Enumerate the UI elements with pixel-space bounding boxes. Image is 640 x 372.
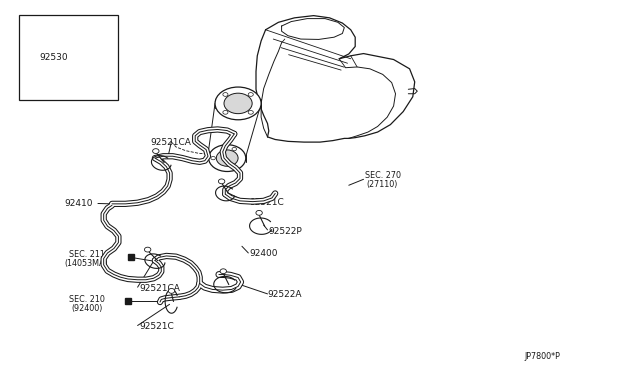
Text: SEC. 270: SEC. 270 [365, 171, 401, 180]
Text: SEC. 211: SEC. 211 [69, 250, 105, 259]
Text: 92522A: 92522A [268, 290, 302, 299]
Text: 92521C: 92521C [140, 322, 174, 331]
Ellipse shape [209, 145, 246, 171]
Ellipse shape [211, 157, 215, 160]
Text: (27110): (27110) [367, 180, 398, 189]
Ellipse shape [232, 147, 237, 151]
Text: 92530: 92530 [40, 53, 68, 62]
Ellipse shape [256, 211, 262, 215]
Ellipse shape [248, 93, 253, 96]
Text: 92521CA: 92521CA [140, 284, 180, 293]
Ellipse shape [232, 166, 237, 169]
Ellipse shape [223, 110, 228, 114]
Text: 92522P: 92522P [269, 227, 303, 236]
Ellipse shape [152, 149, 159, 154]
Ellipse shape [248, 110, 253, 114]
Ellipse shape [218, 179, 225, 184]
Text: (92400): (92400) [72, 304, 103, 312]
Bar [19, 15, 118, 100]
Ellipse shape [145, 247, 151, 252]
Ellipse shape [223, 93, 228, 96]
Ellipse shape [216, 150, 238, 166]
Text: (14053MA): (14053MA) [64, 259, 108, 268]
Ellipse shape [215, 87, 261, 120]
Ellipse shape [168, 289, 175, 293]
Text: JP7800*P: JP7800*P [525, 352, 561, 361]
Text: SEC. 210: SEC. 210 [69, 295, 105, 304]
Ellipse shape [224, 93, 252, 114]
Text: 92400: 92400 [250, 249, 278, 258]
Text: 92521CA: 92521CA [150, 138, 191, 147]
Text: 92521C: 92521C [250, 198, 284, 207]
Text: 92410: 92410 [64, 199, 93, 208]
Ellipse shape [220, 269, 227, 274]
